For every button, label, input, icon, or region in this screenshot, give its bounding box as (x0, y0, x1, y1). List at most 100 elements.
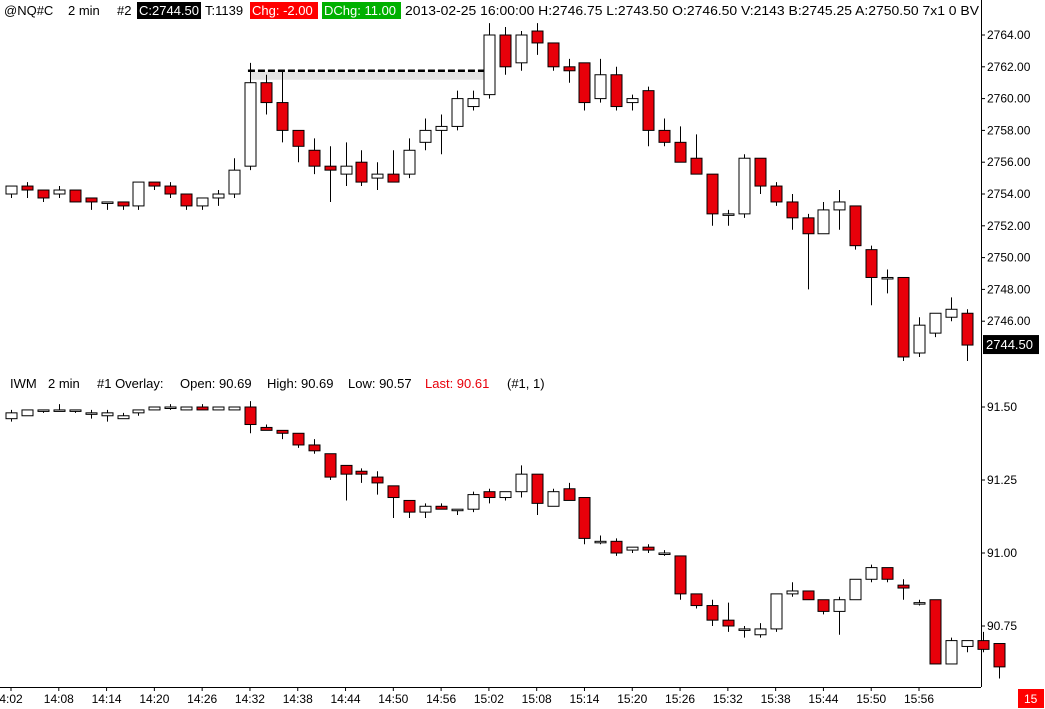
iwm-candle (276, 429, 289, 440)
nq-candle (435, 114, 448, 155)
nq-body (419, 129, 432, 143)
iwm-body (754, 628, 767, 636)
corner-indicator: 15 (1018, 689, 1044, 708)
iwm-body (578, 497, 591, 539)
nq-candle (833, 190, 846, 230)
iwm-candle (977, 631, 990, 653)
nq-candle (563, 58, 576, 83)
iwm-y-tick-label: 90.75 (987, 619, 1017, 633)
x-tick-label: 15:44 (808, 692, 838, 706)
x-tick-label: 14:38 (283, 692, 313, 706)
nq-candle (101, 201, 114, 210)
nq-body (196, 197, 209, 207)
nq-candle (244, 62, 257, 171)
nq-candle (340, 142, 353, 187)
nq-body (674, 141, 687, 163)
iwm-body (642, 546, 655, 551)
iwm-candle (292, 432, 305, 448)
nq-body (117, 201, 130, 207)
nq-body (722, 213, 735, 216)
overlay-open-label: Open: 90.69 (180, 376, 252, 391)
iwm-candle (101, 409, 114, 422)
x-tick-label: 14:50 (378, 692, 408, 706)
iwm-candle (786, 582, 799, 597)
nq-body (706, 173, 719, 215)
iwm-body (690, 593, 703, 607)
iwm-y-tick-label: 91.25 (987, 473, 1017, 487)
iwm-body (961, 640, 974, 647)
nq-candle (451, 90, 464, 131)
reference-band (249, 71, 489, 80)
nq-candle (228, 158, 241, 198)
nq-body (897, 276, 910, 358)
iwm-body (355, 470, 368, 475)
last-price-badge-label: 2744.50 (986, 337, 1033, 352)
nq-body (148, 181, 161, 187)
iwm-candle (594, 535, 607, 545)
iwm-candle (340, 464, 353, 501)
main-chart-header: @NQ#C 2 min #2 C:2744.50 T:1139 Chg: -2.… (4, 2, 979, 19)
iwm-candle (563, 482, 576, 501)
nq-body (881, 276, 894, 280)
iwm-candle (993, 643, 1006, 679)
iwm-body (148, 406, 161, 411)
iwm-body (403, 499, 416, 513)
iwm-body (817, 599, 830, 612)
iwm-body (945, 640, 958, 665)
nq-body (913, 324, 926, 354)
nq-candle (371, 162, 384, 191)
iwm-body (228, 406, 241, 411)
interval-label: 2 min (68, 3, 100, 18)
iwm-body (738, 628, 751, 631)
iwm-body (308, 444, 321, 452)
nq-body (212, 193, 225, 199)
nq-candle (945, 297, 958, 322)
nq-body (531, 30, 544, 44)
nq-candle (212, 190, 225, 206)
x-tick-label: 14:56 (426, 692, 456, 706)
iwm-candle (419, 503, 432, 518)
nq-body (594, 74, 607, 100)
iwm-body (499, 491, 512, 499)
iwm-body (164, 406, 177, 409)
iwm-candle (5, 409, 18, 422)
x-tick-label: 15:50 (856, 692, 886, 706)
nq-candles (5, 23, 974, 361)
iwm-candle (913, 599, 926, 606)
nq-body (626, 98, 639, 104)
iwm-candle (467, 491, 480, 513)
nq-candle (897, 276, 910, 361)
iwm-candle (260, 424, 273, 431)
nq-body (132, 181, 145, 207)
nq-candle (467, 90, 480, 111)
nq-candle (148, 181, 161, 191)
iwm-body (833, 599, 846, 612)
iwm-body (770, 593, 783, 630)
nq-candle (21, 182, 34, 198)
nq-body (770, 185, 783, 203)
price-axis: 2764.00 2762.00 2760.00 2758.00 2756.00 2754.… (981, 28, 1031, 633)
iwm-body (419, 505, 432, 513)
iwm-candle (722, 602, 735, 632)
iwm-candle (37, 409, 50, 413)
nq-candle (419, 118, 432, 151)
nq-candle (531, 23, 544, 55)
iwm-body (180, 406, 193, 411)
nq-body (260, 82, 273, 104)
iwm-body (531, 473, 544, 504)
iwm-candle (881, 567, 894, 583)
x-tick-label: 15:56 (904, 692, 934, 706)
nq-candle (881, 269, 894, 294)
iwm-candle (690, 593, 703, 609)
iwm-body (244, 406, 257, 426)
iwm-candle (817, 599, 830, 615)
iwm-body (371, 476, 384, 484)
nq-candle (786, 194, 799, 230)
reference-line-layer (247, 69, 492, 80)
x-tick-label: 15:26 (665, 692, 695, 706)
iwm-body (722, 619, 735, 627)
nq-candle (117, 201, 130, 210)
nq-body (578, 62, 591, 104)
nq-body (642, 90, 655, 131)
